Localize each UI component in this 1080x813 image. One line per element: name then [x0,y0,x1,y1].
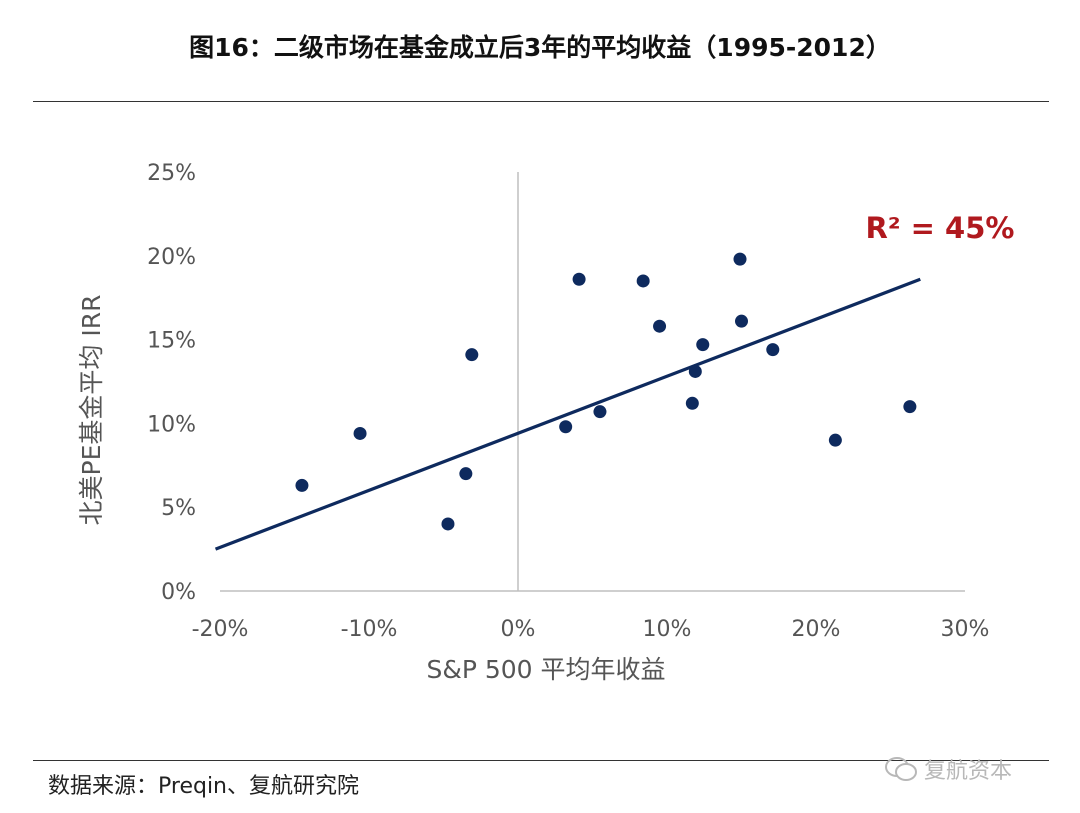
x-tick-label: 20% [792,617,841,642]
r-squared-annotation: R² = 45% [866,211,1015,245]
data-point [903,400,917,414]
y-tick-label: 10% [147,412,196,437]
trendline [214,277,921,551]
data-points [295,252,917,531]
y-tick-label: 20% [147,245,196,270]
x-axis-label: S&P 500 平均年收益 [426,655,665,684]
y-tick-label: 0% [161,580,196,605]
x-tick-label: 0% [501,617,536,642]
x-tick-label: -20% [192,617,249,642]
data-point [733,252,747,266]
trendline-group [214,277,921,551]
title-rule [33,101,1049,102]
data-point [636,274,650,288]
data-point [295,478,309,492]
data-point [766,343,780,357]
footer-rule [33,760,1049,761]
data-point [696,338,710,352]
axis-lines [220,172,965,592]
y-tick-label: 15% [147,329,196,354]
data-point [459,467,473,481]
y-tick-label: 25% [147,161,196,186]
data-point [685,396,699,410]
wechat-icon [885,757,917,781]
data-point [653,319,667,333]
data-point [559,420,573,434]
y-axis-label: 北美PE基金平均 IRR [77,295,106,526]
y-tick-label: 5% [161,496,196,521]
data-point [441,517,455,531]
watermark: 复航资本 [884,753,1012,785]
data-point [828,433,842,447]
data-point [465,348,479,362]
data-point [572,272,586,286]
watermark-text: 复航资本 [924,759,1013,784]
x-tick-label: 30% [941,617,990,642]
tick-labels: -20% -10% 0% 10% 20% 30% 0% 5% 10% 15% 20% 25% [147,161,989,642]
data-point [353,426,367,440]
data-point [735,314,748,328]
data-point [688,364,702,378]
source-note: 数据来源：Preqin、复航研究院 [48,774,359,799]
data-point [593,405,607,419]
x-tick-label: 10% [643,617,692,642]
chart-title: 图16：二级市场在基金成立后3年的平均收益（1995-2012） [189,33,891,62]
x-tick-label: -10% [341,617,398,642]
